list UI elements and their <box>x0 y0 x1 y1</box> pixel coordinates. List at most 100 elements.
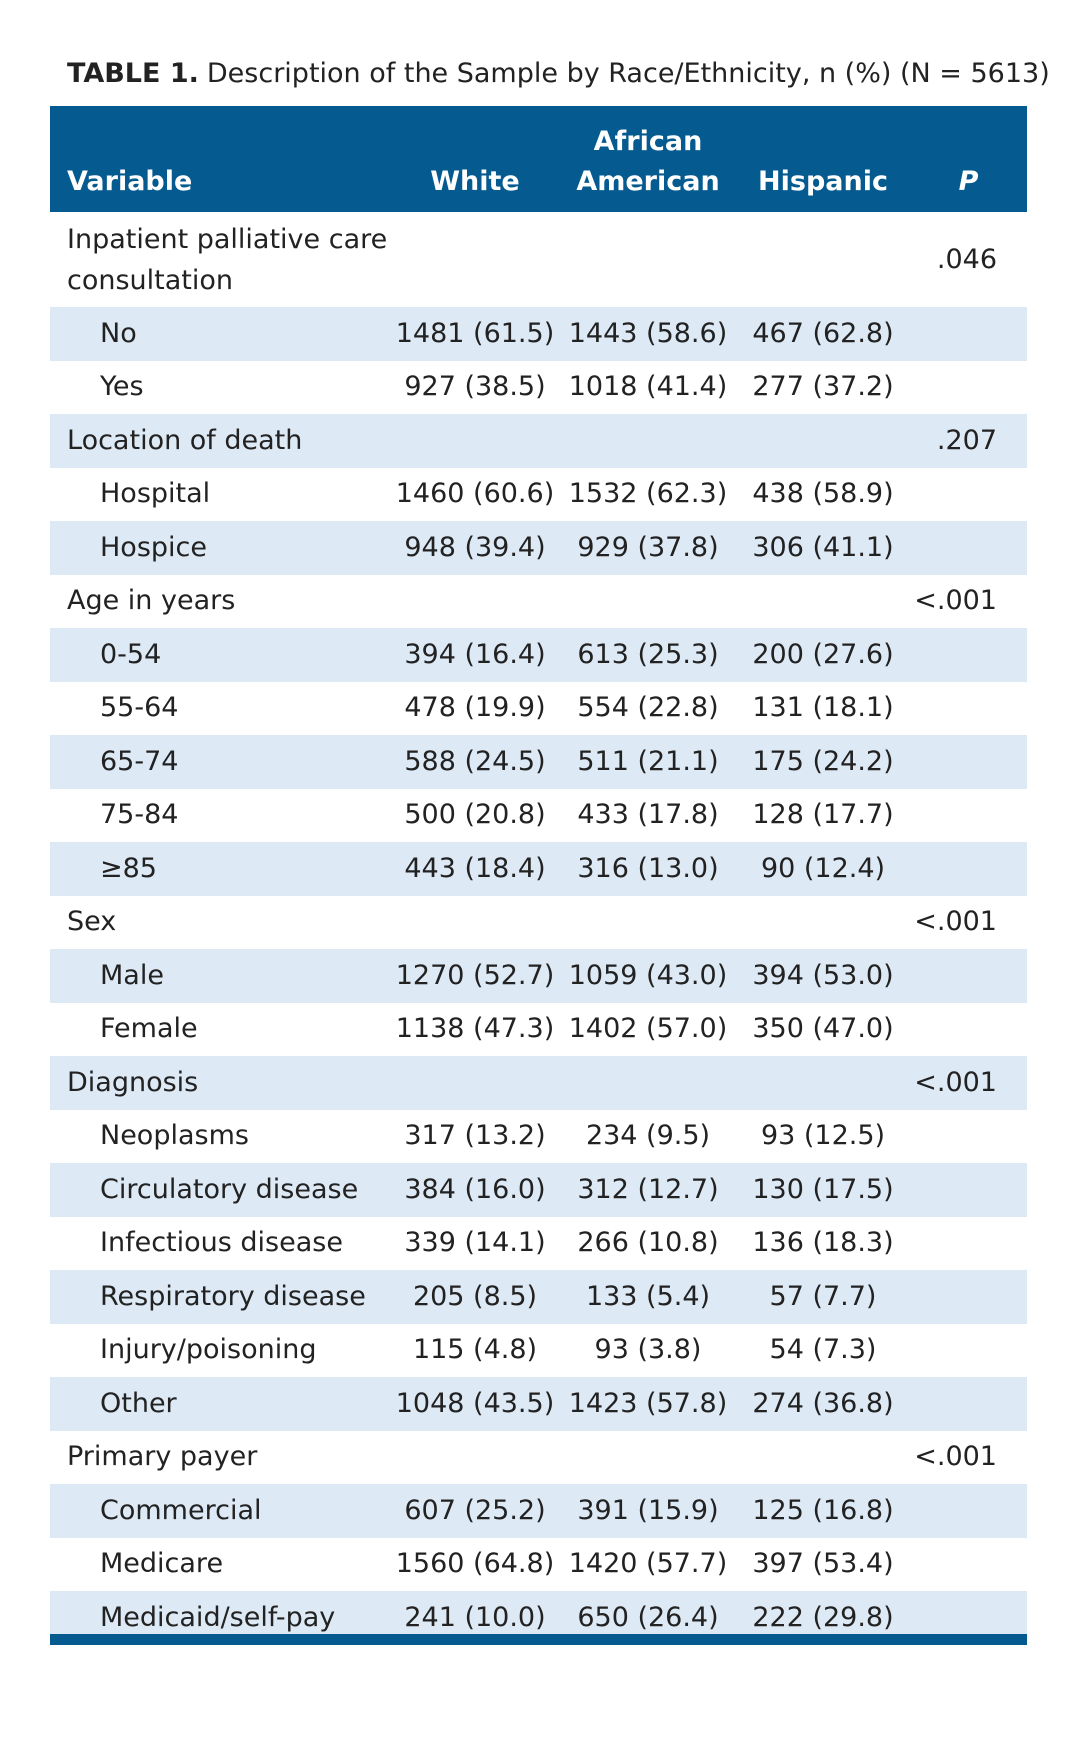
group-label: Diagnosis <box>50 1056 390 1110</box>
value-cell: 1018 (41.4) <box>568 371 728 403</box>
value-cell: 277 (37.2) <box>752 371 894 403</box>
empty-cell <box>910 842 1027 896</box>
value-cell: 1481 (61.5) <box>390 307 560 361</box>
value-cell: 93 (3.8) <box>594 1334 702 1366</box>
group-label: Sex <box>67 906 117 938</box>
item-row: 55-64 478 (19.9) 554 (22.8) 131 (18.1) <box>50 682 1027 736</box>
empty-cell <box>910 1377 1027 1431</box>
empty-cell <box>736 575 910 629</box>
item-row: Hospital 1460 (60.6) 1532 (62.3) 438 (58.9) <box>50 468 1027 522</box>
group-row: Diagnosis <.001 <box>50 1056 1027 1110</box>
empty-cell <box>910 1270 1027 1324</box>
value-cell: 175 (24.2) <box>736 735 910 789</box>
header-cell: Hispanic <box>736 106 910 212</box>
empty-cell <box>390 1431 560 1485</box>
group-row: Inpatient palliative care consultation .0… <box>50 212 1027 307</box>
item-label: Commercial <box>50 1484 390 1538</box>
empty-cell <box>910 468 1027 522</box>
empty-cell <box>560 1431 736 1485</box>
value-cell: 136 (18.3) <box>752 1227 894 1259</box>
value-cell: 125 (16.8) <box>736 1484 910 1538</box>
item-label: 0-54 <box>50 628 390 682</box>
item-label: Neoplasms <box>100 1120 249 1152</box>
item-row: Female 1138 (47.3) 1402 (57.0) 350 (47.0) <box>50 1003 1027 1057</box>
empty-cell <box>560 1056 736 1110</box>
value-cell: 478 (19.9) <box>404 692 546 724</box>
item-label: Female <box>100 1013 198 1045</box>
empty-cell <box>560 575 736 629</box>
value-cell: 234 (9.5) <box>585 1120 711 1152</box>
item-label: 55-64 <box>100 692 179 724</box>
value-cell: 133 (5.4) <box>560 1270 736 1324</box>
empty-cell <box>910 789 1027 843</box>
group-row: Primary payer <.001 <box>50 1431 1027 1485</box>
p-value: <.001 <box>914 585 997 617</box>
header-row: Variable White African American Hispanic… <box>50 106 1027 212</box>
value-cell: 511 (21.1) <box>560 735 736 789</box>
value-cell: 588 (24.5) <box>390 735 560 789</box>
value-cell: 384 (16.0) <box>390 1163 560 1217</box>
empty-cell <box>390 575 560 629</box>
empty-cell <box>910 949 1027 1003</box>
value-cell: 1402 (57.0) <box>568 1013 728 1045</box>
value-cell: 54 (7.3) <box>769 1334 877 1366</box>
value-cell: 350 (47.0) <box>752 1013 894 1045</box>
value-cell: 1460 (60.6) <box>395 478 555 510</box>
item-row: Respiratory disease 205 (8.5) 133 (5.4) 57 … <box>50 1270 1027 1324</box>
value-cell: 1560 (64.8) <box>395 1548 555 1580</box>
value-cell: 130 (17.5) <box>736 1163 910 1217</box>
empty-cell <box>560 896 736 950</box>
value-cell: 1270 (52.7) <box>390 949 560 1003</box>
empty-cell <box>910 1003 1027 1057</box>
p-value: .046 <box>936 243 997 275</box>
empty-cell <box>910 1217 1027 1271</box>
value-cell: 90 (12.4) <box>736 842 910 896</box>
item-label: Injury/poisoning <box>100 1334 317 1366</box>
value-cell: 394 (53.0) <box>736 949 910 1003</box>
p-value: <.001 <box>914 906 997 938</box>
value-cell: 266 (10.8) <box>577 1227 719 1259</box>
group-label: Location of death <box>50 414 390 468</box>
empty-cell <box>910 1163 1027 1217</box>
item-label: 65-74 <box>50 735 390 789</box>
empty-cell <box>736 414 910 468</box>
item-row: Other 1048 (43.5) 1423 (57.8) 274 (36.8) <box>50 1377 1027 1431</box>
value-cell: 1532 (62.3) <box>568 478 728 510</box>
empty-cell <box>910 361 1027 415</box>
value-cell: 93 (12.5) <box>760 1120 886 1152</box>
table-title: TABLE 1. Description of the Sample by Rac… <box>67 58 1050 89</box>
item-row: Injury/poisoning 115 (4.8) 93 (3.8) 54 (7.3… <box>50 1324 1027 1378</box>
value-cell: 613 (25.3) <box>560 628 736 682</box>
value-cell: 128 (17.7) <box>752 799 894 831</box>
title-label: TABLE 1. <box>67 58 199 89</box>
empty-cell <box>560 212 736 307</box>
item-row: Commercial 607 (25.2) 391 (15.9) 125 (16.8) <box>50 1484 1027 1538</box>
item-label: ≥85 <box>50 842 390 896</box>
value-cell: 948 (39.4) <box>390 521 560 575</box>
item-row: Neoplasms 317 (13.2) 234 (9.5) 93 (12.5) <box>50 1110 1027 1164</box>
value-cell: 927 (38.5) <box>404 371 546 403</box>
p-value: <.001 <box>910 1056 1027 1110</box>
header-cell: P <box>910 106 1027 212</box>
value-cell: 397 (53.4) <box>752 1548 894 1580</box>
value-cell: 131 (18.1) <box>752 692 894 724</box>
item-row: Male 1270 (52.7) 1059 (43.0) 394 (53.0) <box>50 949 1027 1003</box>
item-label: Hospital <box>100 478 211 510</box>
empty-cell <box>390 212 560 307</box>
value-cell: 1048 (43.5) <box>390 1377 560 1431</box>
item-row: 0-54 394 (16.4) 613 (25.3) 200 (27.6) <box>50 628 1027 682</box>
value-cell: 929 (37.8) <box>560 521 736 575</box>
value-cell: 554 (22.8) <box>577 692 719 724</box>
group-row: Sex <.001 <box>50 896 1027 950</box>
empty-cell <box>390 414 560 468</box>
item-row: Yes 927 (38.5) 1018 (41.4) 277 (37.2) <box>50 361 1027 415</box>
group-label: Age in years <box>67 585 236 617</box>
value-cell: 1420 (57.7) <box>568 1548 728 1580</box>
empty-cell <box>736 896 910 950</box>
empty-cell <box>910 1324 1027 1378</box>
value-cell: 1059 (43.0) <box>560 949 736 1003</box>
group-row: Age in years <.001 <box>50 575 1027 629</box>
value-cell: 607 (25.2) <box>390 1484 560 1538</box>
value-cell: 500 (20.8) <box>404 799 546 831</box>
empty-cell <box>736 212 910 307</box>
